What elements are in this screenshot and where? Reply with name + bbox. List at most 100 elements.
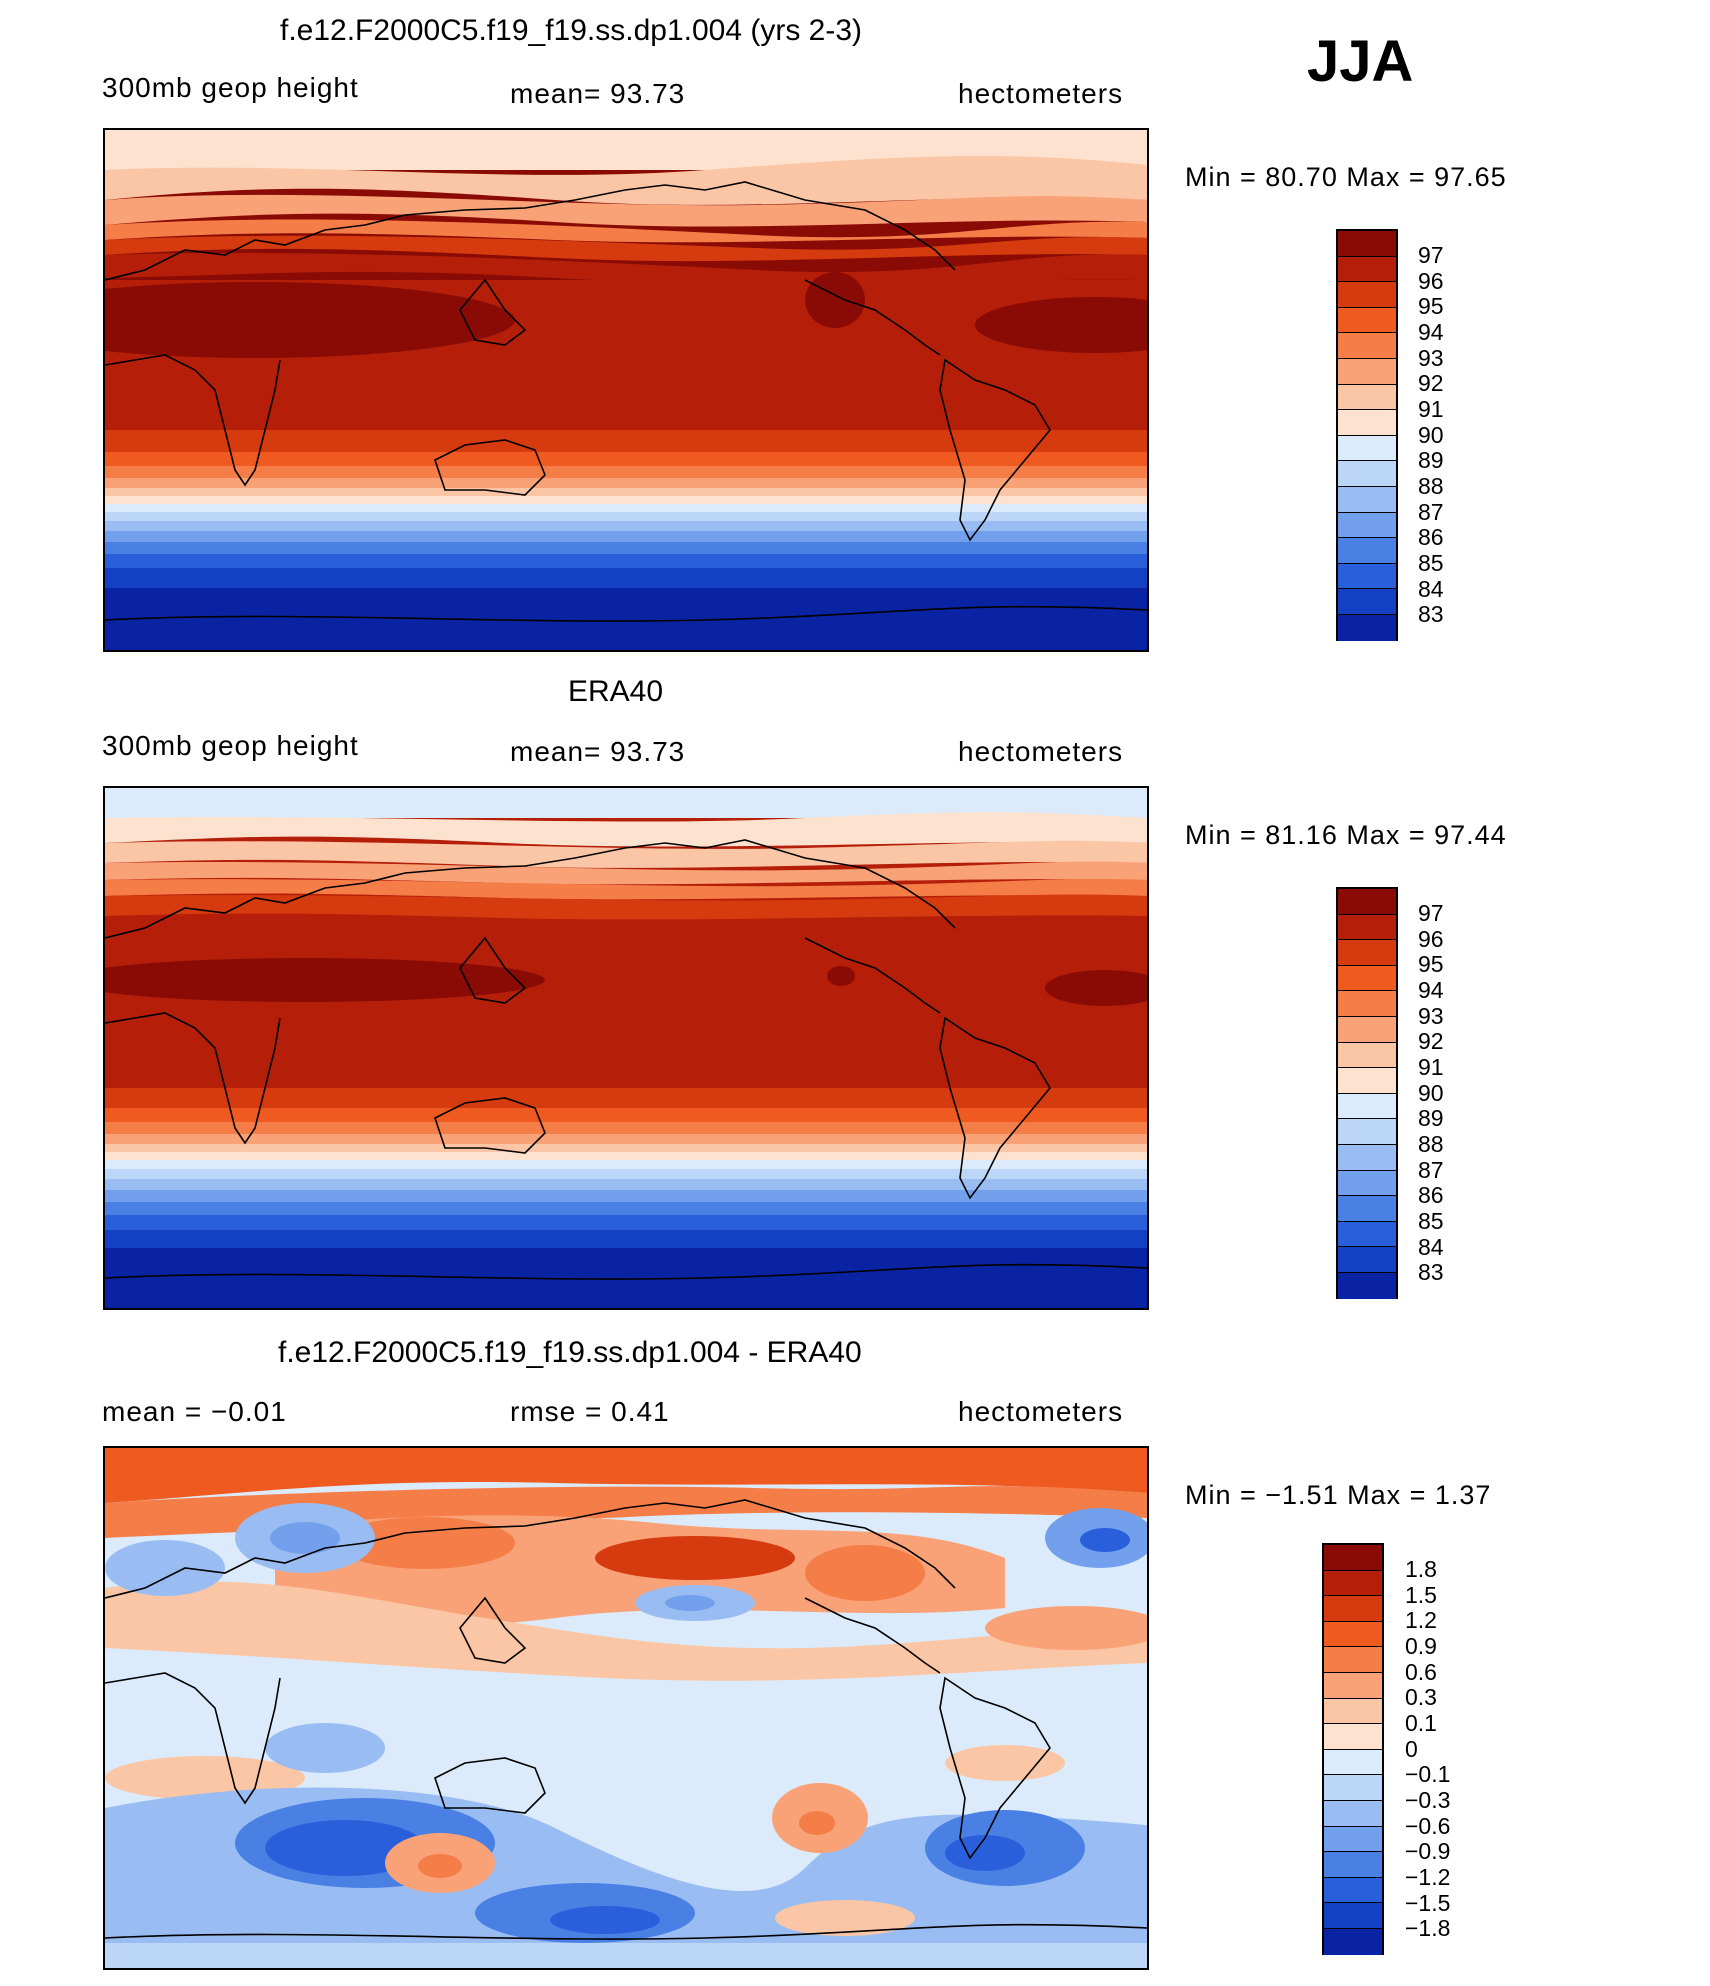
panel-2-variable-label: 300mb geop height (102, 730, 359, 761)
colorbar-label: 83 (1418, 601, 1444, 627)
colorbar-label: −1.5 (1405, 1890, 1451, 1916)
colorbar-label: 93 (1418, 345, 1444, 371)
colorbar-label: 95 (1418, 951, 1444, 977)
colorbar-swatch (1338, 1119, 1396, 1145)
colorbar-label: 95 (1418, 293, 1444, 319)
colorbar-label: 93 (1418, 1003, 1444, 1029)
colorbar-swatch (1338, 486, 1396, 513)
colorbar-label: 96 (1418, 268, 1444, 294)
colorbar-swatch (1338, 333, 1396, 359)
colorbar-label: 97 (1418, 242, 1444, 268)
colorbar-swatch (1338, 1221, 1396, 1248)
colorbar-label: 86 (1418, 1182, 1444, 1208)
colorbar-swatch (1338, 358, 1396, 385)
colorbar-swatch (1338, 282, 1396, 308)
colorbar-label: 84 (1418, 576, 1444, 602)
panel-3-min-max: Min = −1.51 Max = 1.37 (1185, 1480, 1492, 1510)
colorbar-label: −1.8 (1405, 1915, 1451, 1941)
panel-2-coastlines (105, 839, 1147, 1280)
colorbar-label: −0.3 (1405, 1787, 1451, 1813)
colorbar-swatch (1324, 1724, 1382, 1750)
colorbar-label: 91 (1418, 1054, 1444, 1080)
colorbar-swatch (1338, 410, 1396, 436)
panel-3-colorbar (1322, 1543, 1384, 1955)
colorbar-swatch (1338, 563, 1396, 590)
panel-3-units-label: hectometers (958, 1396, 1124, 1427)
panel-2-title: ERA40 (568, 675, 664, 708)
colorbar-swatch (1338, 965, 1396, 992)
colorbar-swatch (1324, 1672, 1382, 1699)
colorbar-label: −0.9 (1405, 1838, 1451, 1864)
colorbar-swatch (1338, 1068, 1396, 1094)
colorbar-swatch (1338, 614, 1396, 641)
colorbar-label: −0.1 (1405, 1761, 1451, 1787)
colorbar-swatch (1338, 231, 1396, 257)
colorbar-swatch (1338, 538, 1396, 564)
panel-1-units-label: hectometers (958, 78, 1124, 109)
colorbar-label: 1.5 (1405, 1582, 1437, 1608)
colorbar-label: 1.8 (1405, 1556, 1437, 1582)
colorbar-label: −1.2 (1405, 1864, 1451, 1890)
colorbar-label: 96 (1418, 926, 1444, 952)
colorbar-label: 94 (1418, 977, 1444, 1003)
colorbar-swatch (1324, 1877, 1382, 1904)
colorbar-swatch (1338, 307, 1396, 334)
colorbar-label: 92 (1418, 370, 1444, 396)
colorbar-label: 85 (1418, 550, 1444, 576)
panel-1-mean-label: mean= 93.73 (510, 78, 686, 109)
colorbar-swatch (1338, 1093, 1396, 1120)
colorbar-swatch (1338, 589, 1396, 615)
panel-3-map (103, 1446, 1149, 1970)
colorbar-swatch (1338, 889, 1396, 915)
colorbar-swatch (1324, 1826, 1382, 1853)
panel-3-contour-field (105, 1448, 1147, 1968)
colorbar-swatch (1324, 1698, 1382, 1725)
colorbar-label: 0 (1405, 1736, 1418, 1762)
colorbar-label: 88 (1418, 1131, 1444, 1157)
colorbar-swatch (1338, 512, 1396, 539)
colorbar-label: 87 (1418, 499, 1444, 525)
colorbar-swatch (1338, 256, 1396, 283)
panel-1-map (103, 128, 1149, 652)
colorbar-swatch (1324, 1800, 1382, 1827)
season-label: JJA (1307, 29, 1414, 94)
colorbar-swatch (1324, 1621, 1382, 1648)
panel-1-title: f.e12.F2000C5.f19_f19.ss.dp1.004 (yrs 2-… (280, 14, 863, 47)
panel-1-variable-label: 300mb geop height (102, 72, 359, 103)
colorbar-swatch (1338, 1196, 1396, 1222)
colorbar-swatch (1324, 1545, 1382, 1571)
colorbar-swatch (1338, 384, 1396, 411)
panel-1-coastlines (105, 181, 1147, 622)
colorbar-swatch (1338, 1170, 1396, 1197)
colorbar-label: 97 (1418, 900, 1444, 926)
colorbar-label: 84 (1418, 1234, 1444, 1260)
colorbar-swatch (1324, 1596, 1382, 1622)
colorbar-label: −0.6 (1405, 1813, 1451, 1839)
panel-1-min-max: Min = 80.70 Max = 97.65 (1185, 162, 1507, 192)
colorbar-label: 86 (1418, 524, 1444, 550)
panel-2-mean-label: mean= 93.73 (510, 736, 686, 767)
colorbar-swatch (1338, 940, 1396, 966)
colorbar-label: 89 (1418, 447, 1444, 473)
colorbar-swatch (1324, 1647, 1382, 1673)
colorbar-swatch (1338, 1247, 1396, 1273)
panel-2-map (103, 786, 1149, 1310)
colorbar-swatch (1324, 1570, 1382, 1597)
colorbar-swatch (1324, 1903, 1382, 1929)
colorbar-label: 0.6 (1405, 1659, 1437, 1685)
colorbar-swatch (1338, 1272, 1396, 1299)
panel-2-contour-field (105, 788, 1147, 1308)
colorbar-swatch (1338, 1144, 1396, 1171)
colorbar-label: 87 (1418, 1157, 1444, 1183)
panel-3-title: f.e12.F2000C5.f19_f19.ss.dp1.004 - ERA40 (278, 1336, 862, 1369)
colorbar-label: 89 (1418, 1105, 1444, 1131)
colorbar-label: 92 (1418, 1028, 1444, 1054)
colorbar-label: 85 (1418, 1208, 1444, 1234)
panel-3-mean-label: mean = −0.01 (102, 1396, 287, 1427)
panel-2-units-label: hectometers (958, 736, 1124, 767)
colorbar-label: 83 (1418, 1259, 1444, 1285)
colorbar-label: 88 (1418, 473, 1444, 499)
panel-3-coastlines (105, 1499, 1147, 1940)
colorbar-swatch (1324, 1749, 1382, 1776)
panel-1-contour-field (105, 130, 1147, 650)
